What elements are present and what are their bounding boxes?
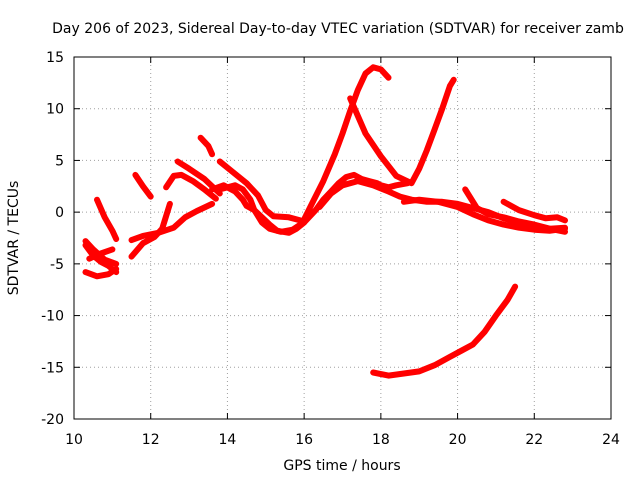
series-line-track-n: [216, 182, 308, 236]
series-line-track-m: [209, 182, 311, 235]
series-line-track-e: [86, 246, 116, 262]
series-line-track-p: [301, 64, 392, 223]
series-line-track-f: [128, 200, 173, 260]
x-tick-label: 24: [602, 432, 620, 448]
x-tick-label: 20: [449, 432, 467, 448]
y-axis-label: SDTVAR / TECUs: [6, 181, 22, 296]
series-line-track-k: [197, 134, 216, 158]
chart-title: Day 206 of 2023, Sidereal Day-to-day VTE…: [52, 21, 624, 37]
series-line-track-v: [370, 283, 519, 379]
y-tick-label: 0: [55, 205, 64, 221]
grid: [74, 57, 611, 419]
y-tick-label: 15: [46, 50, 64, 66]
x-tick-label: 22: [525, 432, 543, 448]
series-line-track-g: [128, 200, 216, 244]
series-line-track-t: [462, 186, 568, 235]
series-line-track-s: [400, 196, 568, 234]
x-axis-label: GPS time / hours: [283, 458, 400, 474]
x-tick-label: 16: [295, 432, 313, 448]
series-line-track-r: [347, 76, 457, 187]
y-tick-label: -5: [50, 257, 64, 273]
y-tick-label: 10: [46, 102, 64, 118]
y-tick-label: -15: [41, 360, 64, 376]
series-line-track-a: [94, 196, 120, 242]
y-tick-label: 5: [55, 153, 64, 169]
series-line-track-u: [500, 198, 568, 224]
x-tick-label: 12: [142, 432, 160, 448]
y-tick-label: -10: [41, 309, 64, 325]
series-line-track-h: [132, 171, 154, 200]
series-line-track-c: [82, 266, 120, 280]
x-tick-label: 14: [219, 432, 237, 448]
plot-frame: [73, 56, 612, 420]
series-line-track-b: [82, 242, 120, 276]
axis-ticks: 10 12 14 16 18 20 22 24 15 10 5 0 -5 -10 -15 -20: [41, 50, 620, 448]
data-series-group: [82, 64, 568, 379]
x-tick-label: 18: [372, 432, 390, 448]
y-tick-label: -20: [41, 412, 64, 428]
x-tick-label: 10: [65, 432, 83, 448]
series-line-track-l: [216, 158, 304, 224]
series-line-track-i: [163, 171, 219, 202]
